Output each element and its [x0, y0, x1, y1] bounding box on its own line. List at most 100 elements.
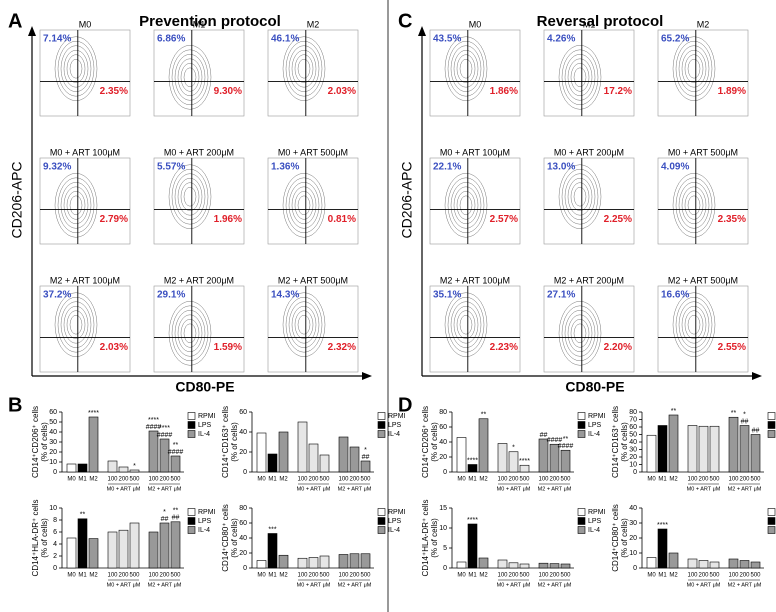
x-tick-label: 200: [159, 477, 170, 483]
bar: [497, 559, 508, 569]
legend-label: RPMI: [198, 509, 216, 516]
group-label: M2 + ART μM: [728, 486, 762, 492]
y-tick-label: 6: [53, 529, 57, 536]
y-tick-label: 10: [629, 550, 637, 557]
x-tick-label: 100: [687, 477, 698, 483]
x-tick-label: 100: [148, 477, 159, 483]
group-label: M0 + ART μM: [107, 486, 141, 492]
upper-left-percent: 13.0%: [547, 162, 575, 173]
bar: [338, 436, 349, 473]
y-tick-label: 40: [49, 429, 57, 436]
bar: [159, 438, 170, 473]
bar: [560, 563, 571, 569]
contour: [171, 305, 209, 362]
y-tick-label: 30: [629, 446, 637, 453]
legend-swatch: [767, 508, 776, 516]
contour: [687, 195, 701, 216]
y-tick-label: 10: [49, 459, 57, 466]
contour: [450, 45, 482, 92]
contour: [60, 182, 92, 229]
y-tick-label: 0: [633, 469, 637, 476]
bar: [267, 453, 278, 473]
y-tick-label: 60: [239, 520, 247, 527]
upper-left-percent: 9.32%: [43, 162, 71, 173]
contour: [684, 191, 704, 220]
y-tick-label: 8: [53, 517, 57, 524]
legend-label: IL-4: [198, 431, 210, 438]
contour: [561, 305, 599, 362]
lower-right-percent: 2.32%: [328, 342, 356, 353]
contour: [297, 58, 311, 79]
upper-left-percent: 46.1%: [271, 34, 299, 45]
contour: [444, 36, 488, 101]
x-tick-label: M0: [457, 573, 466, 579]
legend-swatch: [577, 412, 586, 420]
contour: [54, 292, 98, 357]
legend-label: RPMI: [588, 509, 606, 516]
contour: [297, 195, 311, 216]
plot-title: M2 + ART 500μM: [668, 275, 738, 285]
x-tick-label: M0: [67, 477, 76, 483]
legend-label: LPS: [388, 518, 402, 525]
x-tick-label: 200: [118, 573, 129, 579]
contour: [294, 54, 314, 83]
x-axis-label: CD80-PE: [175, 379, 234, 395]
bar: [170, 455, 181, 473]
contour: [567, 58, 593, 97]
y-axis-label: (% of cells): [230, 422, 239, 462]
y-tick-label: 0: [53, 565, 57, 572]
bar: [657, 425, 668, 473]
bar: [687, 425, 698, 473]
x-tick-label: 100: [338, 573, 349, 579]
x-tick-label: 500: [360, 573, 371, 579]
bar: [646, 557, 657, 569]
contour: [558, 164, 602, 229]
bar: [77, 518, 88, 569]
contour: [69, 58, 83, 79]
x-tick-label: 200: [739, 573, 750, 579]
significance: ****: [467, 517, 478, 524]
y-tick-label: 20: [49, 449, 57, 456]
upper-left-percent: 4.09%: [661, 162, 689, 173]
bar: [360, 553, 371, 569]
group-label: M2 + ART μM: [148, 582, 182, 588]
y-tick-label: 0: [633, 565, 637, 572]
x-tick-label: 500: [519, 477, 530, 483]
x-tick-label: M2: [89, 573, 98, 579]
bar: [519, 464, 530, 473]
significance: ****: [88, 410, 99, 417]
contour: [288, 45, 320, 92]
y-axis-label: CD14⁺HLA-DR⁺ cells: [31, 500, 40, 577]
y-axis-label: (% of cells): [620, 518, 629, 558]
x-tick-label: 100: [728, 573, 739, 579]
x-tick-label: M0: [257, 477, 266, 483]
legend-swatch: [187, 421, 196, 429]
x-tick-label: 100: [338, 477, 349, 483]
x-tick-label: M2: [669, 573, 678, 579]
contour: [177, 314, 203, 353]
contour: [57, 40, 95, 97]
plot-title: M0 + ART 100μM: [440, 147, 510, 157]
upper-left-percent: 6.86%: [157, 34, 185, 45]
panel-letter: A: [8, 10, 22, 32]
x-tick-label: 100: [297, 573, 308, 579]
contour: [66, 310, 86, 339]
x-tick-label: 500: [519, 573, 530, 579]
significance: **: [173, 442, 179, 449]
x-tick-label: 100: [297, 477, 308, 483]
contour: [672, 36, 716, 101]
significance: ##: [752, 427, 760, 434]
x-tick-label: 200: [698, 573, 709, 579]
y-tick-label: 20: [439, 454, 447, 461]
x-tick-label: 200: [549, 573, 560, 579]
legend-label: RPMI: [388, 509, 406, 516]
contour: [54, 173, 98, 238]
contour: [564, 173, 596, 220]
contour: [174, 310, 206, 357]
significance: **: [671, 408, 677, 415]
x-tick-label: 200: [159, 573, 170, 579]
x-tick-label: 100: [497, 573, 508, 579]
bar: [687, 558, 698, 569]
bar: [107, 531, 118, 569]
contour: [450, 301, 482, 348]
